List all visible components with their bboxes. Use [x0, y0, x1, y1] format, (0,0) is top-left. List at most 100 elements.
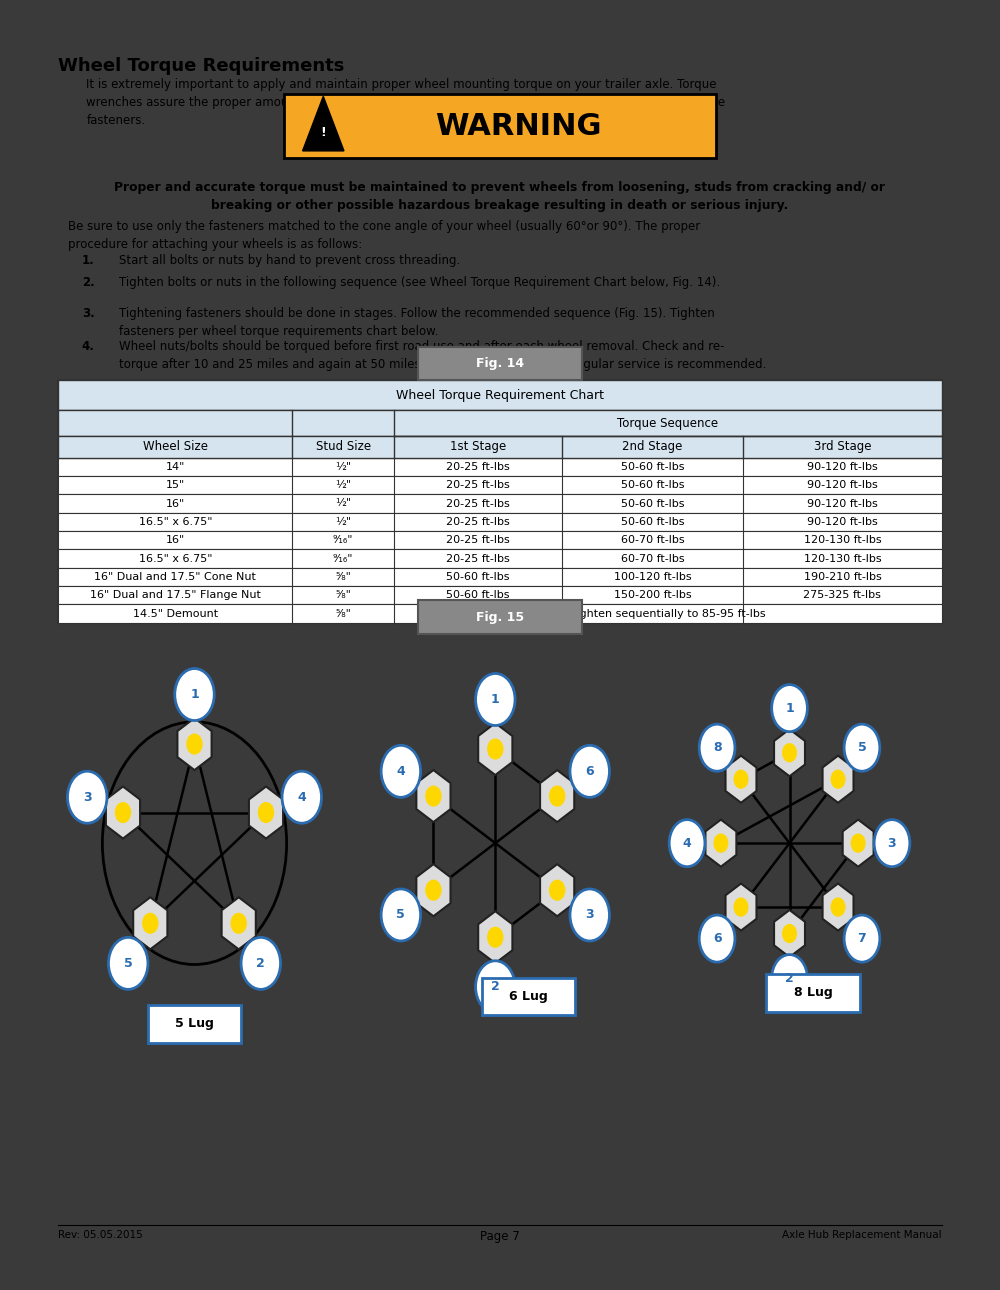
- Circle shape: [476, 961, 515, 1013]
- Polygon shape: [774, 909, 805, 957]
- Circle shape: [851, 835, 865, 853]
- Text: 60-70 ft-lbs: 60-70 ft-lbs: [621, 553, 684, 564]
- Text: 90-120 ft-lbs: 90-120 ft-lbs: [807, 517, 878, 526]
- Text: 14": 14": [166, 462, 185, 472]
- Text: 1: 1: [785, 702, 794, 715]
- Text: It is extremely important to apply and maintain proper wheel mounting torque on : It is extremely important to apply and m…: [86, 77, 726, 126]
- Bar: [58, 381, 942, 623]
- Polygon shape: [478, 911, 512, 964]
- Circle shape: [831, 770, 845, 788]
- Text: 2.: 2.: [82, 276, 94, 289]
- Circle shape: [714, 835, 728, 853]
- Circle shape: [699, 915, 735, 962]
- Polygon shape: [726, 884, 756, 930]
- Circle shape: [108, 938, 148, 989]
- Text: 16.5" x 6.75": 16.5" x 6.75": [139, 553, 212, 564]
- Text: 5: 5: [396, 908, 405, 921]
- Text: Wheel Torque Requirements: Wheel Torque Requirements: [58, 57, 345, 75]
- Polygon shape: [478, 722, 512, 775]
- Circle shape: [570, 746, 609, 797]
- Polygon shape: [540, 770, 574, 822]
- Text: 6: 6: [585, 765, 594, 778]
- Polygon shape: [774, 729, 805, 777]
- Text: 5: 5: [124, 957, 133, 970]
- Text: ⁵⁄₈": ⁵⁄₈": [335, 591, 351, 600]
- Text: 14.5" Demount: 14.5" Demount: [133, 609, 218, 618]
- Bar: [58, 381, 942, 410]
- Circle shape: [772, 685, 807, 731]
- Text: Fig. 14: Fig. 14: [476, 357, 524, 370]
- Text: Axle Hub Replacement Manual: Axle Hub Replacement Manual: [782, 1229, 942, 1240]
- Circle shape: [488, 739, 503, 759]
- Text: 120-130 ft-lbs: 120-130 ft-lbs: [804, 535, 881, 546]
- Text: 5 Lug: 5 Lug: [175, 1018, 214, 1031]
- Polygon shape: [416, 770, 451, 822]
- Circle shape: [844, 915, 880, 962]
- Text: 20-25 ft-lbs: 20-25 ft-lbs: [446, 517, 510, 526]
- Circle shape: [550, 880, 565, 900]
- Text: 3: 3: [83, 791, 92, 804]
- Polygon shape: [843, 819, 874, 867]
- Text: 16" Dual and 17.5" Cone Nut: 16" Dual and 17.5" Cone Nut: [94, 571, 256, 582]
- Text: 90-120 ft-lbs: 90-120 ft-lbs: [807, 498, 878, 508]
- Circle shape: [381, 746, 421, 797]
- Polygon shape: [222, 898, 256, 949]
- Bar: [58, 568, 942, 586]
- Text: 60-70 ft-lbs: 60-70 ft-lbs: [621, 535, 684, 546]
- Circle shape: [476, 673, 515, 725]
- Circle shape: [772, 955, 807, 1001]
- Polygon shape: [133, 898, 167, 949]
- Text: Stud Size: Stud Size: [316, 440, 371, 453]
- Bar: [58, 531, 942, 550]
- Bar: [58, 605, 942, 623]
- Text: 50-60 ft-lbs: 50-60 ft-lbs: [446, 571, 510, 582]
- FancyBboxPatch shape: [418, 347, 582, 381]
- Text: ½": ½": [335, 498, 351, 508]
- Circle shape: [282, 771, 322, 823]
- Text: 16.5" x 6.75": 16.5" x 6.75": [139, 517, 212, 526]
- Circle shape: [783, 744, 796, 761]
- Text: 50-60 ft-lbs: 50-60 ft-lbs: [446, 591, 510, 600]
- Polygon shape: [823, 884, 854, 930]
- Text: ⁵⁄₈": ⁵⁄₈": [335, 609, 351, 618]
- Text: 6 Lug: 6 Lug: [509, 991, 548, 1004]
- Text: Torque Sequence: Torque Sequence: [617, 417, 718, 430]
- Circle shape: [115, 802, 130, 823]
- Bar: [58, 586, 942, 605]
- Text: 20-25 ft-lbs: 20-25 ft-lbs: [446, 480, 510, 490]
- Text: 6: 6: [713, 933, 721, 946]
- Text: 2nd Stage: 2nd Stage: [622, 440, 683, 453]
- Circle shape: [734, 770, 748, 788]
- Circle shape: [259, 802, 274, 823]
- Text: ⁹⁄₁₆": ⁹⁄₁₆": [333, 535, 353, 546]
- Circle shape: [699, 724, 735, 771]
- Circle shape: [187, 734, 202, 753]
- Text: !: !: [320, 126, 326, 139]
- Text: 3.: 3.: [82, 307, 94, 320]
- Text: 20-25 ft-lbs: 20-25 ft-lbs: [446, 498, 510, 508]
- Circle shape: [426, 786, 441, 806]
- Polygon shape: [177, 719, 212, 770]
- Text: 1: 1: [491, 693, 500, 706]
- Polygon shape: [823, 756, 854, 802]
- Text: 16": 16": [166, 535, 185, 546]
- Circle shape: [143, 913, 158, 933]
- Text: 16" Dual and 17.5" Flange Nut: 16" Dual and 17.5" Flange Nut: [90, 591, 261, 600]
- Text: 190-210 ft-lbs: 190-210 ft-lbs: [804, 571, 881, 582]
- Text: 275-325 ft-lbs: 275-325 ft-lbs: [803, 591, 881, 600]
- Text: Rev: 05.05.2015: Rev: 05.05.2015: [58, 1229, 143, 1240]
- Circle shape: [381, 889, 421, 940]
- Polygon shape: [303, 97, 344, 151]
- Text: 4: 4: [683, 837, 691, 850]
- Text: Proper and accurate torque must be maintained to prevent wheels from loosening, : Proper and accurate torque must be maint…: [114, 181, 886, 212]
- Circle shape: [550, 786, 565, 806]
- Text: 8 Lug: 8 Lug: [794, 987, 832, 1000]
- FancyBboxPatch shape: [418, 600, 582, 633]
- Circle shape: [488, 928, 503, 947]
- Text: 7: 7: [858, 933, 866, 946]
- Text: 1.: 1.: [82, 254, 94, 267]
- Text: 20-25 ft-lbs: 20-25 ft-lbs: [446, 553, 510, 564]
- Text: 50-60 ft-lbs: 50-60 ft-lbs: [621, 498, 684, 508]
- Text: 2: 2: [491, 980, 500, 993]
- Circle shape: [831, 898, 845, 916]
